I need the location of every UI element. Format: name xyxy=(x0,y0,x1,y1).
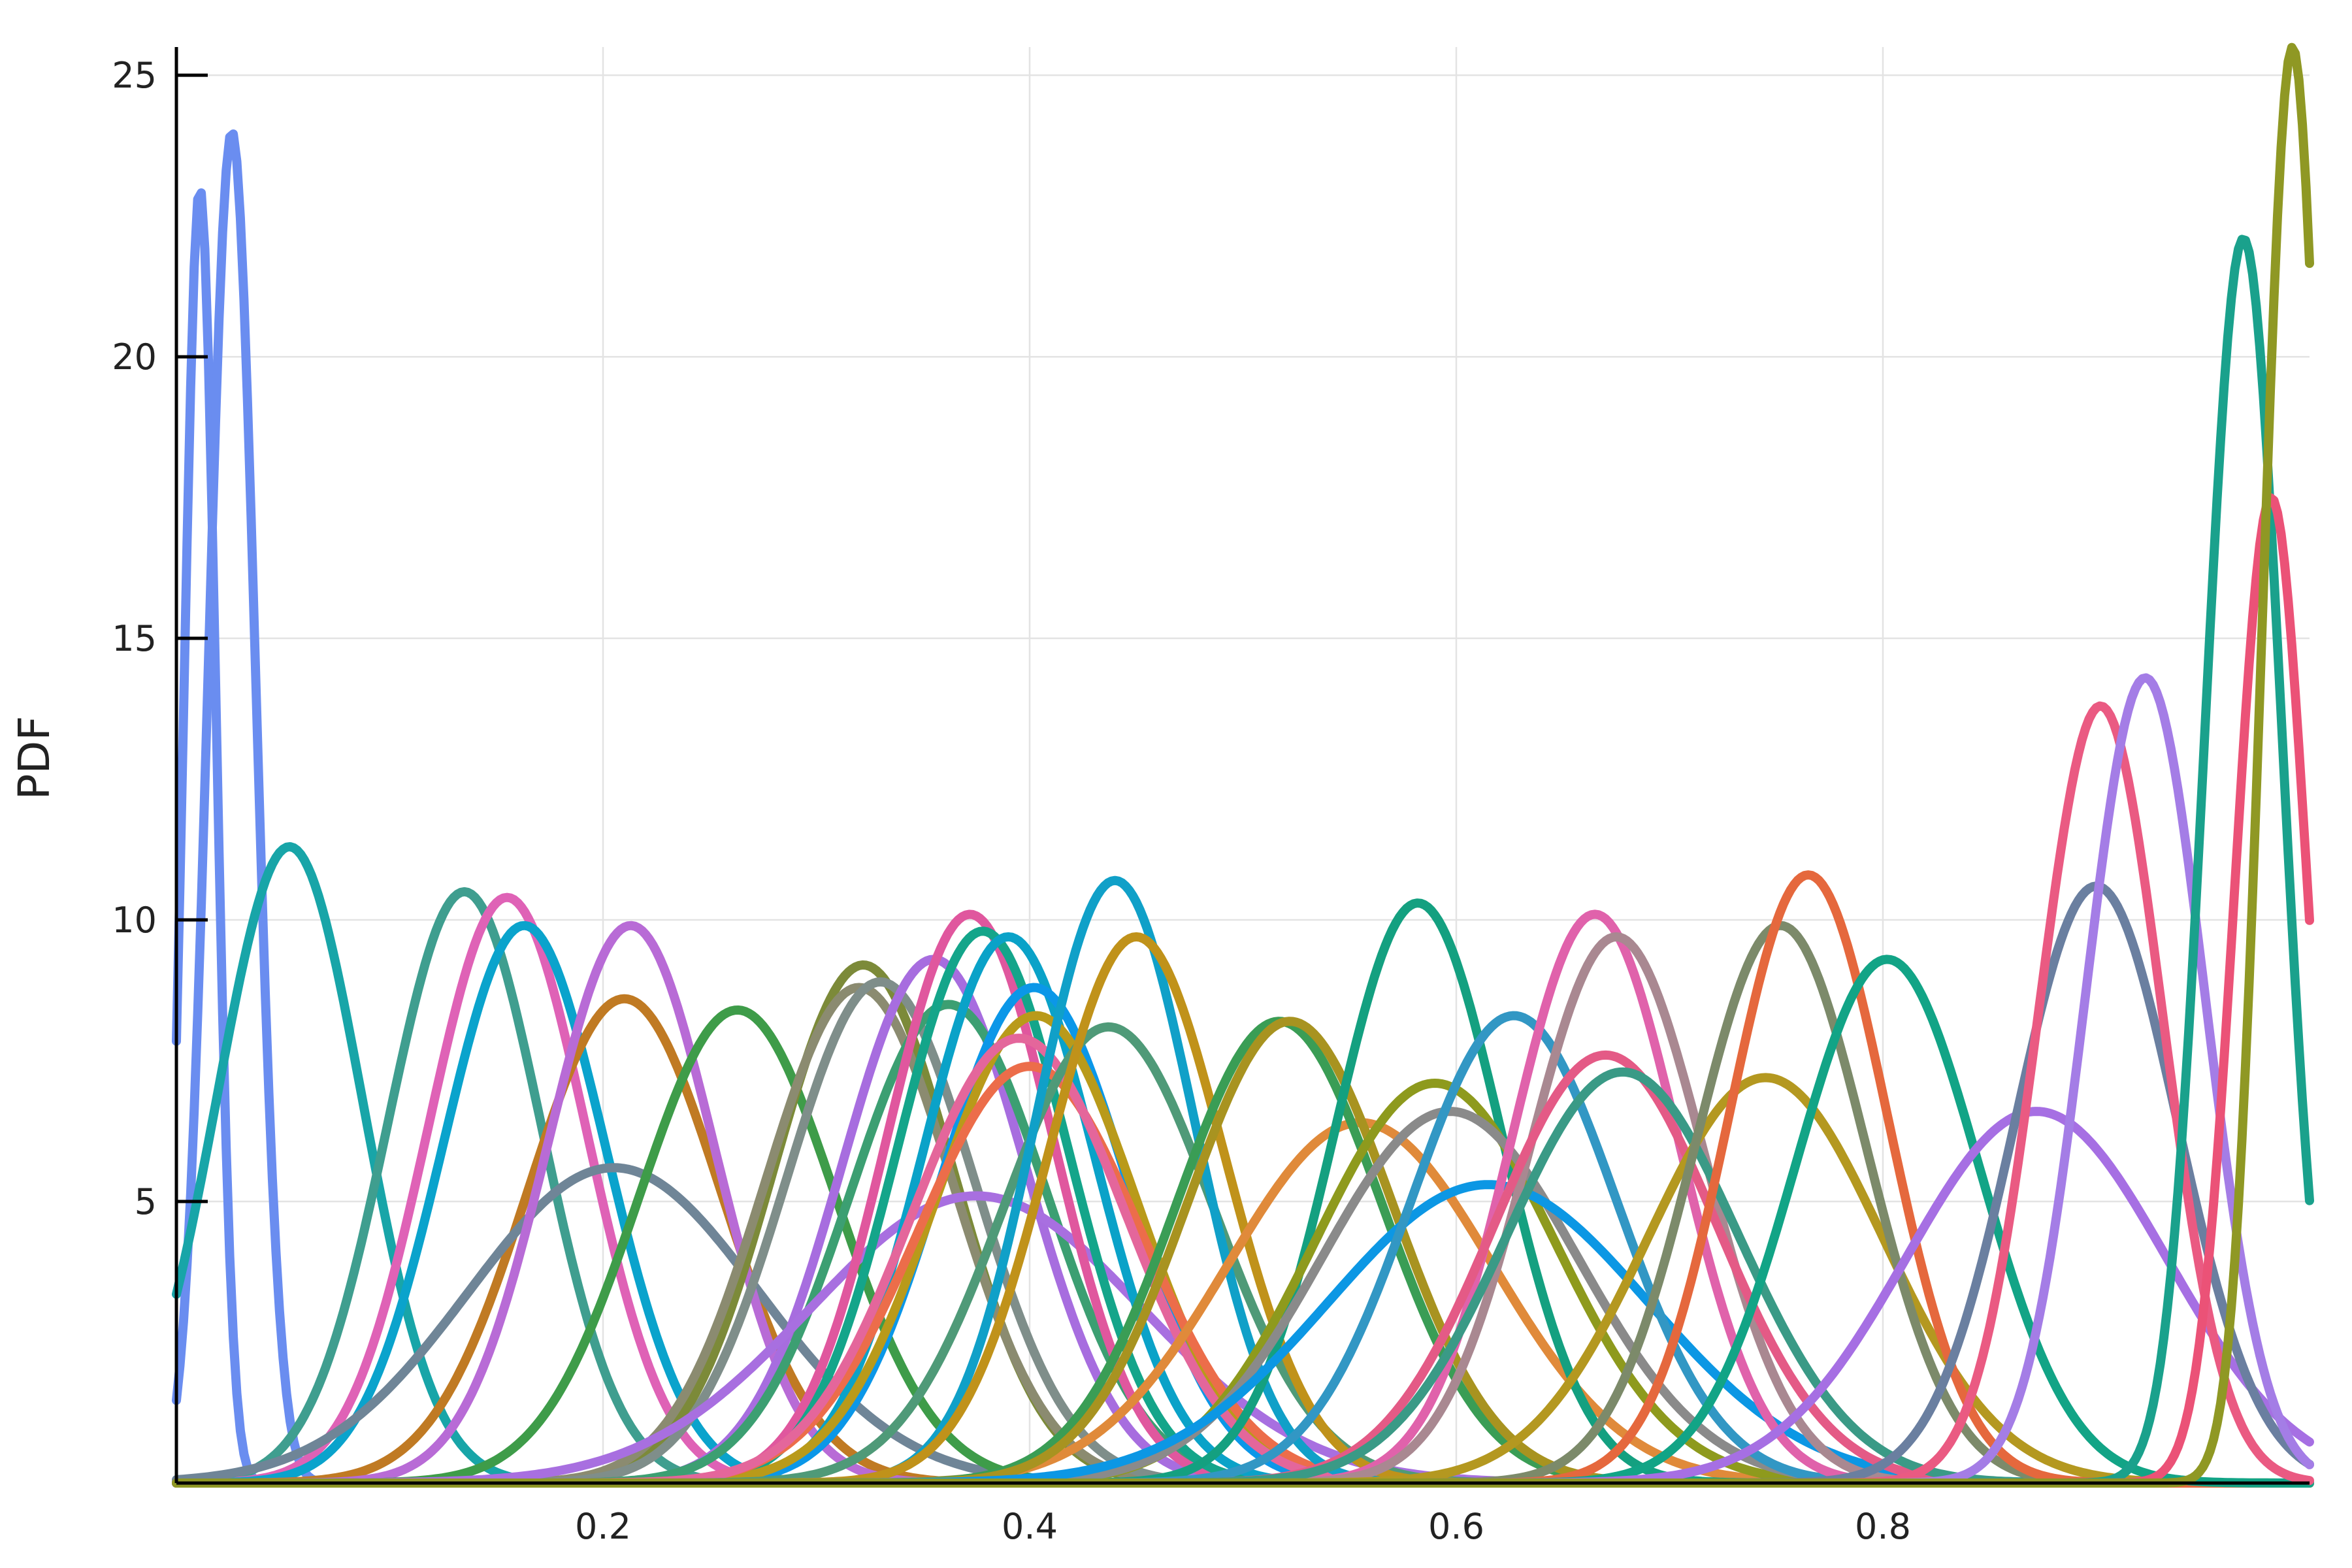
x-tick-label: 0.6 xyxy=(1428,1506,1484,1547)
y-tick-label: 15 xyxy=(112,618,157,659)
series-lines xyxy=(172,42,2314,1488)
series-line-46 xyxy=(172,673,2314,1488)
grid xyxy=(176,47,2310,1483)
y-tick-label: 25 xyxy=(112,55,157,96)
axes xyxy=(174,47,2310,1485)
x-tick-label: 0.8 xyxy=(1855,1506,1911,1547)
x-tick-label: 0.4 xyxy=(1002,1506,1058,1547)
y-tick-label: 5 xyxy=(135,1181,157,1222)
series-line-49 xyxy=(172,42,2314,1488)
y-tick-label: 10 xyxy=(112,900,157,941)
y-tick-label: 20 xyxy=(112,336,157,378)
tick-labels: 0.2 0.4 0.6 0.8 5 10 15 20 25 xyxy=(112,55,1911,1547)
x-tick-label: 0.2 xyxy=(575,1506,631,1547)
y-axis-title: PDF xyxy=(9,716,59,800)
